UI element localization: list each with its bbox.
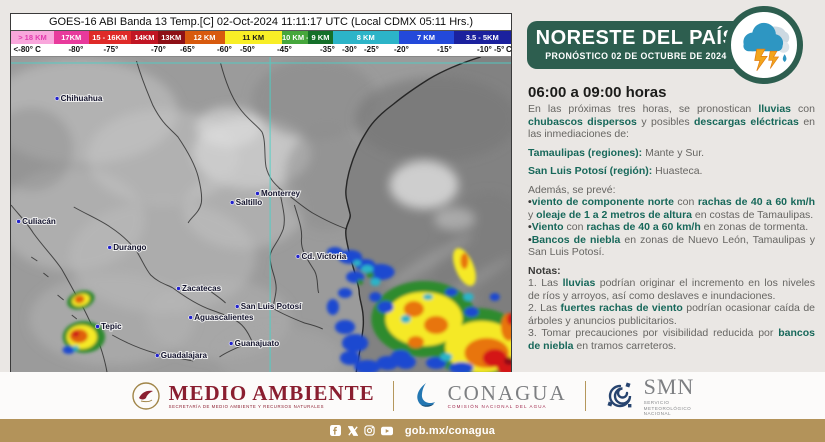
svg-text:Culiacán: Culiacán [22,217,56,226]
city-label: Saltillo [229,197,263,208]
svg-text:Cd. Victoria: Cd. Victoria [301,252,346,261]
logo-divider [584,380,586,411]
footer-logos: MEDIO AMBIENTE SECRETARÍA DE MEDIO AMBIE… [0,372,825,419]
coastline [345,57,481,373]
city-label: Guanajuato [228,338,280,349]
svg-text:Zacatecas: Zacatecas [182,284,222,293]
smn-subtitle: SERVICIO METEOROLÓGICO NACIONAL [643,400,692,417]
altitude-segment: 14KM [131,31,158,44]
temp-label: <-80° C [13,45,41,54]
altitude-segment: 7 KM [398,31,454,44]
storm-badge [725,6,803,84]
temp-label: -60° [217,45,232,54]
city-label: Guadalajara [154,350,209,361]
conagua-title: CONAGUA [447,380,567,405]
svg-text:Aguascalientes: Aguascalientes [194,313,254,322]
satellite-title-bar: GOES-16 ABI Banda 13 Temp.[C] 02-Oct-202… [11,14,511,31]
temp-label: -70° [151,45,166,54]
smn-title: SMN [643,374,695,400]
svg-text:Guadalajara: Guadalajara [161,351,208,360]
temp-label: -45° [277,45,292,54]
temp-label: -25° [364,45,379,54]
forecast-block-ademas: Además, se prevé: •viento de componente n… [528,183,815,259]
temp-label: C [506,45,512,54]
city-label: Chihuahua [54,93,104,104]
svg-text:Chihuahua: Chihuahua [61,94,103,103]
conagua-logo: CONAGUA COMISIÓN NACIONAL DEL AGUA [412,381,567,411]
svg-text:Tepic: Tepic [101,322,122,331]
svg-text:San Luis Potosí: San Luis Potosí [241,302,302,311]
bottom-bar: gob.mx/conagua [0,419,825,442]
medio-ambiente-logo: MEDIO AMBIENTE SECRETARÍA DE MEDIO AMBIE… [131,381,375,411]
logo-divider [392,380,394,411]
city-label: Durango [107,242,148,253]
conagua-url[interactable]: gob.mx/conagua [404,424,496,437]
altitude-segment: 8 KM [333,31,399,44]
city-label: Culiacán [16,216,57,227]
temp-label: -35° [320,45,335,54]
temp-label: -20° [394,45,409,54]
city-label: Monterrey [255,188,302,199]
city-label: Cd. Victoria [295,251,348,262]
altitude-segment: 15 - 16KM [88,31,131,44]
eagle-icon [131,381,160,410]
svg-text:Guanajuato: Guanajuato [235,339,280,348]
medio-ambiente-subtitle: SECRETARÍA DE MEDIO AMBIENTE Y RECURSOS … [168,403,324,409]
city-label: Zacatecas [176,283,223,294]
land-cloud-texture [11,59,378,373]
temp-label: -10° [477,45,492,54]
youtube-icon[interactable] [380,425,393,437]
storm-cells [62,247,511,373]
temp-scale: <-80° C -80° -75° -70° -65° -60° -50° -45° -35° -… [11,44,512,57]
smn-logo: SMN SERVICIO METEOROLÓGICO NACIONAL [604,374,695,417]
storm-cloud-icon [743,22,790,71]
altitude-segment: 13KM [158,31,185,44]
altitude-segment: > 18 KM [11,31,54,44]
forecast-header: NORESTE DEL PAÍS PRONÓSTICO 02 DE OCTUBR… [527,21,745,69]
graticule [11,57,511,373]
altitude-segment: 12 KM [184,31,225,44]
altitude-segment: 10 KM - [282,31,308,44]
temp-label: -65° [180,45,195,54]
satellite-map: Chihuahua Monterrey Saltillo Culiacán Durang… [11,57,511,373]
medio-ambiente-title: MEDIO AMBIENTE [168,380,375,405]
forecast-block-region-san-luis-potosi: San Luis Potosí (región): Huasteca. [528,165,703,177]
temp-label: -30° [342,45,357,54]
city-label: Aguascalientes [188,312,255,323]
x-icon[interactable] [347,425,359,437]
water-drop-icon [416,382,435,407]
state-boundaries [11,60,348,373]
satellite-panel: GOES-16 ABI Banda 13 Temp.[C] 02-Oct-202… [10,13,512,373]
forecast-block-intro: En las próximas tres horas, se pronostic… [528,103,815,140]
svg-text:Saltillo: Saltillo [236,198,263,207]
region-title: NORESTE DEL PAÍS [535,27,737,49]
temp-label: -75° [103,45,119,54]
altitude-segment: 11 KM [224,31,282,44]
temp-label: -50° [240,45,255,54]
altitude-segment: 9 KM [308,31,333,44]
facebook-icon[interactable] [330,425,342,437]
altitude-scale: > 18 KM 17KM 15 - 16KM 14KM 13KM 12 KM 11 KM 10… [11,31,511,44]
altitude-segment: 3.5 - 5KM [453,31,511,44]
temp-label: -15° [437,45,452,54]
altitude-segment: 17KM [54,31,89,44]
time-range-heading: 06:00 a 09:00 horas [528,84,667,101]
forecast-block-region-tamaulipas: Tamaulipas (regiones): Mante y Sur. [528,146,705,159]
city-label: San Luis Potosí [234,301,303,312]
city-label: Tepic [95,321,123,332]
svg-text:Durango: Durango [113,243,146,252]
forecast-block-notas: Notas: 1. Las lluvias podrían originar el… [528,264,815,352]
instagram-icon[interactable] [364,425,376,437]
temp-label: -80° [68,45,84,54]
temp-label: -5° [494,45,505,54]
social-icons [330,425,393,437]
conagua-subtitle: COMISIÓN NACIONAL DEL AGUA [447,403,547,409]
forecast-date: PRONÓSTICO 02 DE OCTUBRE DE 2024 [545,51,727,61]
smn-spiral-icon [607,381,632,407]
forecast-body: En las próximas tres horas, se pronostic… [528,103,815,371]
svg-text:Monterrey: Monterrey [261,189,301,198]
